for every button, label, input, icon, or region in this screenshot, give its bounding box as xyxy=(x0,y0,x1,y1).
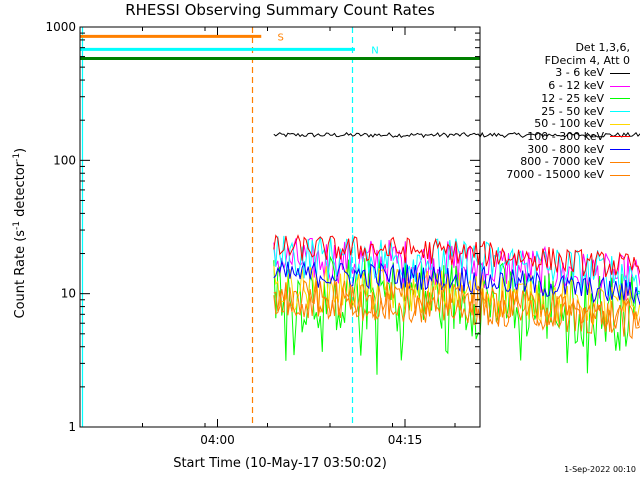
series-line-6 xyxy=(273,259,640,306)
series-line-7 xyxy=(273,279,640,337)
legend-entry: 7000 - 15000 keV xyxy=(506,168,630,182)
x-axis-label: Start Time (10-May-17 03:50:02) xyxy=(173,456,387,471)
y-tick-label-1: 10 xyxy=(61,287,76,301)
legend-entry: 50 - 100 keV xyxy=(506,117,630,131)
y-tick-label-3: 1000 xyxy=(45,20,76,34)
legend-label: 50 - 100 keV xyxy=(534,117,604,131)
flag-label-0: S xyxy=(278,32,284,43)
x-tick-label-1: 04:15 xyxy=(388,433,423,447)
legend-swatch xyxy=(610,136,630,138)
legend-label: 3 - 6 keV xyxy=(555,66,604,80)
legend-label: 300 - 800 keV xyxy=(527,142,604,156)
legend-swatch xyxy=(610,111,630,113)
y-axis-label: Count Rate (s-1 detector-1) xyxy=(11,147,29,319)
series-line-8 xyxy=(273,281,640,340)
x-tick-label-0: 04:00 xyxy=(200,433,235,447)
legend-swatch xyxy=(610,72,630,74)
plot-frame xyxy=(79,26,481,428)
legend-entry: 300 - 800 keV xyxy=(506,142,630,157)
series-line-4 xyxy=(273,266,640,325)
legend-swatch xyxy=(610,85,630,87)
legend-entry: 3 - 6 keV xyxy=(506,67,630,80)
legend-swatch xyxy=(610,161,630,163)
legend-label: 100 - 300 keV xyxy=(527,129,604,143)
flag-label-1: N xyxy=(371,45,378,56)
series-line-2 xyxy=(273,255,640,375)
series-line-5 xyxy=(273,234,640,278)
legend: Det 1,3,6, FDecim 4, Att 0 3 - 6 keV 6 - … xyxy=(506,41,630,182)
legend-header-line-2: FDecim 4, Att 0 xyxy=(544,53,630,67)
legend-label: 6 - 12 keV xyxy=(548,79,604,93)
legend-entry: 800 - 7000 keV xyxy=(506,155,630,169)
legend-entry: 6 - 12 keV xyxy=(506,79,630,93)
legend-header-line-1: Det 1,3,6, xyxy=(575,41,630,54)
chart-title: RHESSI Observing Summary Count Rates xyxy=(125,1,435,19)
legend-label: 800 - 7000 keV xyxy=(520,155,604,169)
legend-entry: 100 - 300 keV xyxy=(506,129,630,144)
legend-label: 25 - 50 keV xyxy=(541,104,604,118)
y-tick-label-0: 1 xyxy=(68,420,76,434)
legend-swatch xyxy=(610,149,630,151)
legend-entry: 25 - 50 keV xyxy=(506,104,630,119)
legend-entry: 12 - 25 keV xyxy=(506,91,630,106)
legend-label: 12 - 25 keV xyxy=(541,91,604,105)
y-tick-label-2: 100 xyxy=(53,153,76,167)
legend-swatch xyxy=(610,174,630,176)
legend-swatch xyxy=(610,123,630,125)
legend-swatch xyxy=(610,98,630,100)
footer-date: 1-Sep-2022 00:10 xyxy=(564,465,636,474)
legend-label: 7000 - 15000 keV xyxy=(506,168,604,182)
series-line-3 xyxy=(273,234,640,297)
series-line-0 xyxy=(273,131,640,139)
